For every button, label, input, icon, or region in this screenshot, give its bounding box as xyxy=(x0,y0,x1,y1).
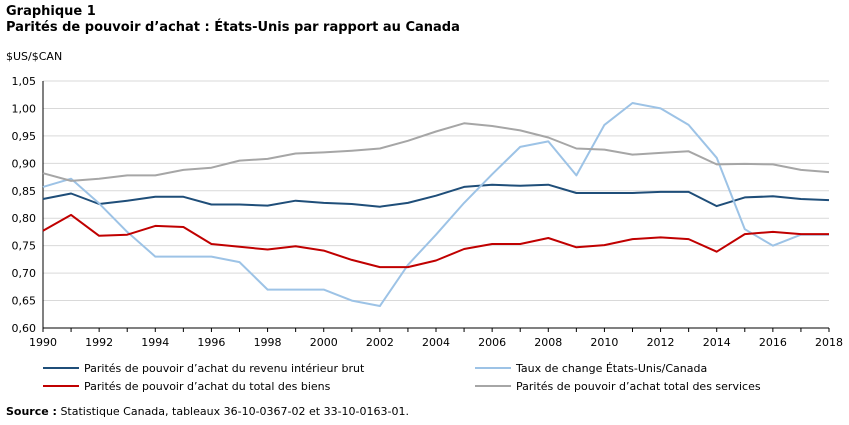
y-axis-unit-label: $US/$CAN xyxy=(6,50,63,63)
y-axis-ticks: 0,60 0,65 0,70 0,75 0,80 0,85 0,90 0,95 1,00 1,05 xyxy=(12,75,37,335)
legend-label: Parités de pouvoir d’achat total des ser… xyxy=(516,380,761,393)
series-line-2 xyxy=(42,102,829,307)
x-tick-label: 2000 xyxy=(310,336,338,349)
series-line-1 xyxy=(42,183,830,208)
y-tick-label: 0,80 xyxy=(12,212,37,225)
y-tick-label: 0,65 xyxy=(12,295,37,308)
x-tick-label: 2014 xyxy=(703,336,731,349)
line-chart: 0,60 0,65 0,70 0,75 0,80 0,85 0,90 0,95 1,00 1,05… xyxy=(12,75,844,393)
legend-label: Parités de pouvoir d’achat du total des … xyxy=(84,380,331,393)
x-tick-label: 2002 xyxy=(366,336,394,349)
x-tick-label: 2012 xyxy=(647,336,675,349)
y-tick-label: 0,85 xyxy=(12,185,37,198)
chart-title-block: Graphique 1 Parités de pouvoir d’achat :… xyxy=(6,4,460,36)
legend: Parités de pouvoir d’achat du revenu int… xyxy=(43,362,761,393)
x-tick-label: 1994 xyxy=(141,336,169,349)
legend-label: Taux de change États-Unis/Canada xyxy=(515,362,707,375)
source-label: Source : xyxy=(6,405,57,418)
gridlines xyxy=(42,80,829,329)
x-tick-label: 2006 xyxy=(478,336,506,349)
x-tick-label: 2016 xyxy=(759,336,787,349)
x-tick-label: 2004 xyxy=(422,336,450,349)
x-axis-ticks: 1990 1992 1994 1996 1998 2000 2002 2004 2006 2008… xyxy=(29,328,843,349)
y-tick-label: 0,90 xyxy=(12,157,37,170)
source-text: Statistique Canada, tableaux 36-10-0367-… xyxy=(56,405,409,418)
y-tick-label: 0,95 xyxy=(12,130,37,143)
x-tick-label: 1998 xyxy=(254,336,282,349)
chart-title: Parités de pouvoir d’achat : États-Unis … xyxy=(6,20,460,35)
y-tick-label: 0,60 xyxy=(12,322,37,335)
y-tick-label: 0,70 xyxy=(12,267,37,280)
source-note: Source : Statistique Canada, tableaux 36… xyxy=(6,405,409,418)
series-line-3 xyxy=(42,213,829,269)
x-tick-label: 1996 xyxy=(197,336,225,349)
x-tick-label: 2018 xyxy=(815,336,843,349)
x-tick-label: 2010 xyxy=(590,336,618,349)
series-line-4 xyxy=(42,122,830,182)
x-tick-label: 1992 xyxy=(85,336,113,349)
y-tick-label: 1,05 xyxy=(12,75,37,88)
x-tick-label: 2008 xyxy=(534,336,562,349)
y-tick-label: 1,00 xyxy=(12,102,37,115)
y-tick-label: 0,75 xyxy=(12,240,37,253)
legend-label: Parités de pouvoir d’achat du revenu int… xyxy=(84,362,365,375)
x-tick-label: 1990 xyxy=(29,336,57,349)
series-lines xyxy=(42,102,830,307)
chart-number-label: Graphique 1 xyxy=(6,4,96,19)
